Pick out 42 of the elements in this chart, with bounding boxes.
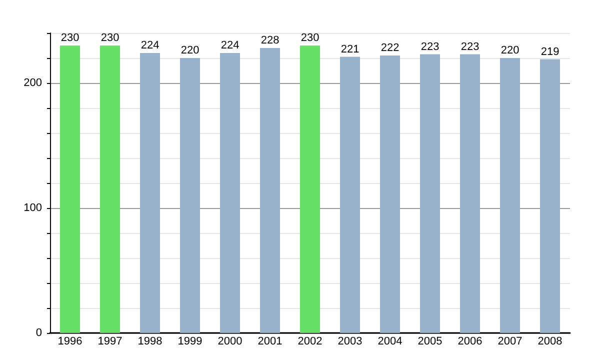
x-tick-label: 2001 (258, 336, 282, 348)
data-label: 220 (180, 44, 200, 56)
data-label: 219 (540, 46, 560, 58)
bar (60, 46, 80, 333)
bar (500, 58, 520, 333)
data-label: 224 (140, 40, 160, 52)
data-label: 223 (460, 40, 480, 53)
bar (300, 46, 320, 333)
data-label: 224 (220, 40, 240, 52)
x-tick-label: 2006 (458, 336, 482, 348)
x-tick-label: 1997 (98, 336, 122, 348)
bar (460, 54, 480, 333)
bar (140, 53, 160, 333)
data-label: 230 (300, 32, 320, 44)
y-tick-label: 0 (36, 327, 42, 339)
bar (100, 46, 120, 333)
x-tick-label: 2008 (538, 336, 562, 348)
data-label: 222 (380, 42, 400, 54)
x-tick-label: 2002 (298, 336, 322, 348)
bar (180, 58, 200, 333)
x-tick-label: 2007 (498, 336, 522, 348)
data-label: 230 (60, 32, 80, 44)
data-label: 230 (100, 32, 120, 44)
y-tick-label: 200 (24, 77, 42, 89)
x-tick-label: 2000 (218, 336, 242, 348)
bar (260, 48, 280, 333)
y-tick-label: 100 (24, 202, 42, 214)
x-tick-label: 1998 (138, 336, 162, 348)
bar (340, 56, 360, 333)
bar (380, 56, 400, 333)
data-label: 221 (340, 43, 360, 56)
x-tick-label: 2004 (378, 336, 402, 348)
x-tick-label: 1999 (178, 336, 202, 348)
data-label: 223 (420, 40, 440, 53)
bar (220, 53, 240, 333)
x-tick-label: 1996 (58, 336, 82, 348)
bar (540, 59, 560, 333)
x-tick-label: 2005 (418, 336, 442, 348)
data-label: 228 (260, 34, 280, 46)
x-tick-label: 2003 (338, 336, 362, 348)
data-label: 220 (500, 44, 520, 56)
bar (420, 54, 440, 333)
